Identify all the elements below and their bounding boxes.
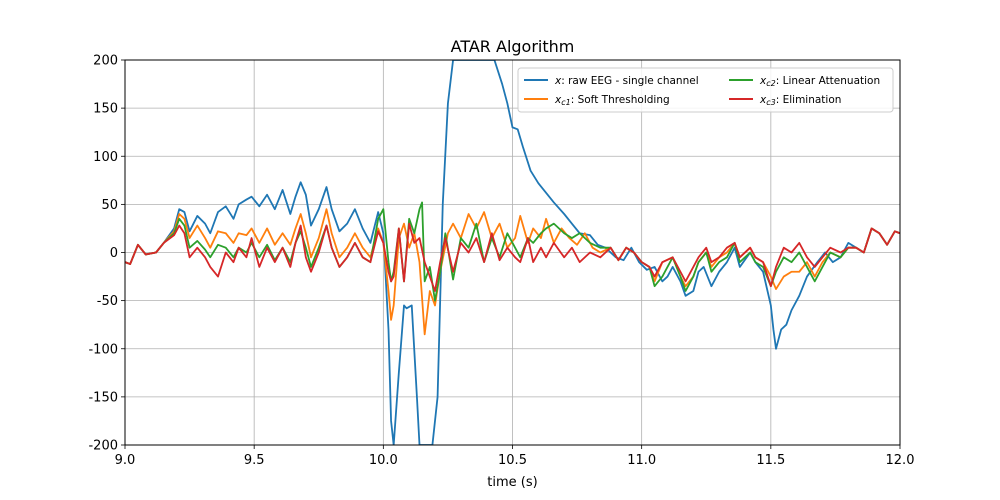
y-tick-label: -150 bbox=[88, 390, 118, 405]
y-tick-label: 200 bbox=[93, 54, 118, 69]
y-tick-label: 0 bbox=[110, 246, 118, 261]
legend: x: raw EEG - single channel xc1: Soft Thr… bbox=[517, 67, 894, 113]
x-tick-label: 11.0 bbox=[627, 453, 656, 468]
x-tick-label: 10.0 bbox=[369, 453, 398, 468]
chart-title: ATAR Algorithm bbox=[451, 37, 575, 56]
legend-box bbox=[517, 67, 894, 113]
legend-label-elim: xc3: Elimination bbox=[759, 94, 841, 107]
x-tick-label: 12.0 bbox=[886, 453, 915, 468]
y-tick-label: -100 bbox=[88, 342, 118, 357]
legend-label-raw: x: raw EEG - single channel bbox=[554, 75, 699, 87]
y-tick-label: -50 bbox=[97, 294, 118, 309]
series-layer bbox=[125, 60, 900, 445]
y-tick-label: 150 bbox=[93, 102, 118, 117]
axis-ticks: 9.0 9.5 10.0 10.5 11.0 11.5 12.0 -200 -150 -100 -5… bbox=[88, 54, 914, 469]
x-tick-label: 10.5 bbox=[498, 453, 527, 468]
x-axis-label: time (s) bbox=[487, 475, 537, 490]
x-tick-label: 9.0 bbox=[115, 453, 136, 468]
series-line-raw bbox=[125, 60, 900, 445]
x-tick-label: 9.5 bbox=[244, 453, 265, 468]
series-line-elim bbox=[125, 222, 900, 292]
legend-label-linear: xc2: Linear Attenuation bbox=[759, 75, 880, 88]
x-tick-label: 11.5 bbox=[756, 453, 785, 468]
y-tick-label: 50 bbox=[101, 198, 118, 213]
y-tick-label: -200 bbox=[88, 439, 118, 454]
legend-label-soft: xc1: Soft Thresholding bbox=[554, 94, 670, 107]
y-tick-label: 100 bbox=[93, 150, 118, 165]
